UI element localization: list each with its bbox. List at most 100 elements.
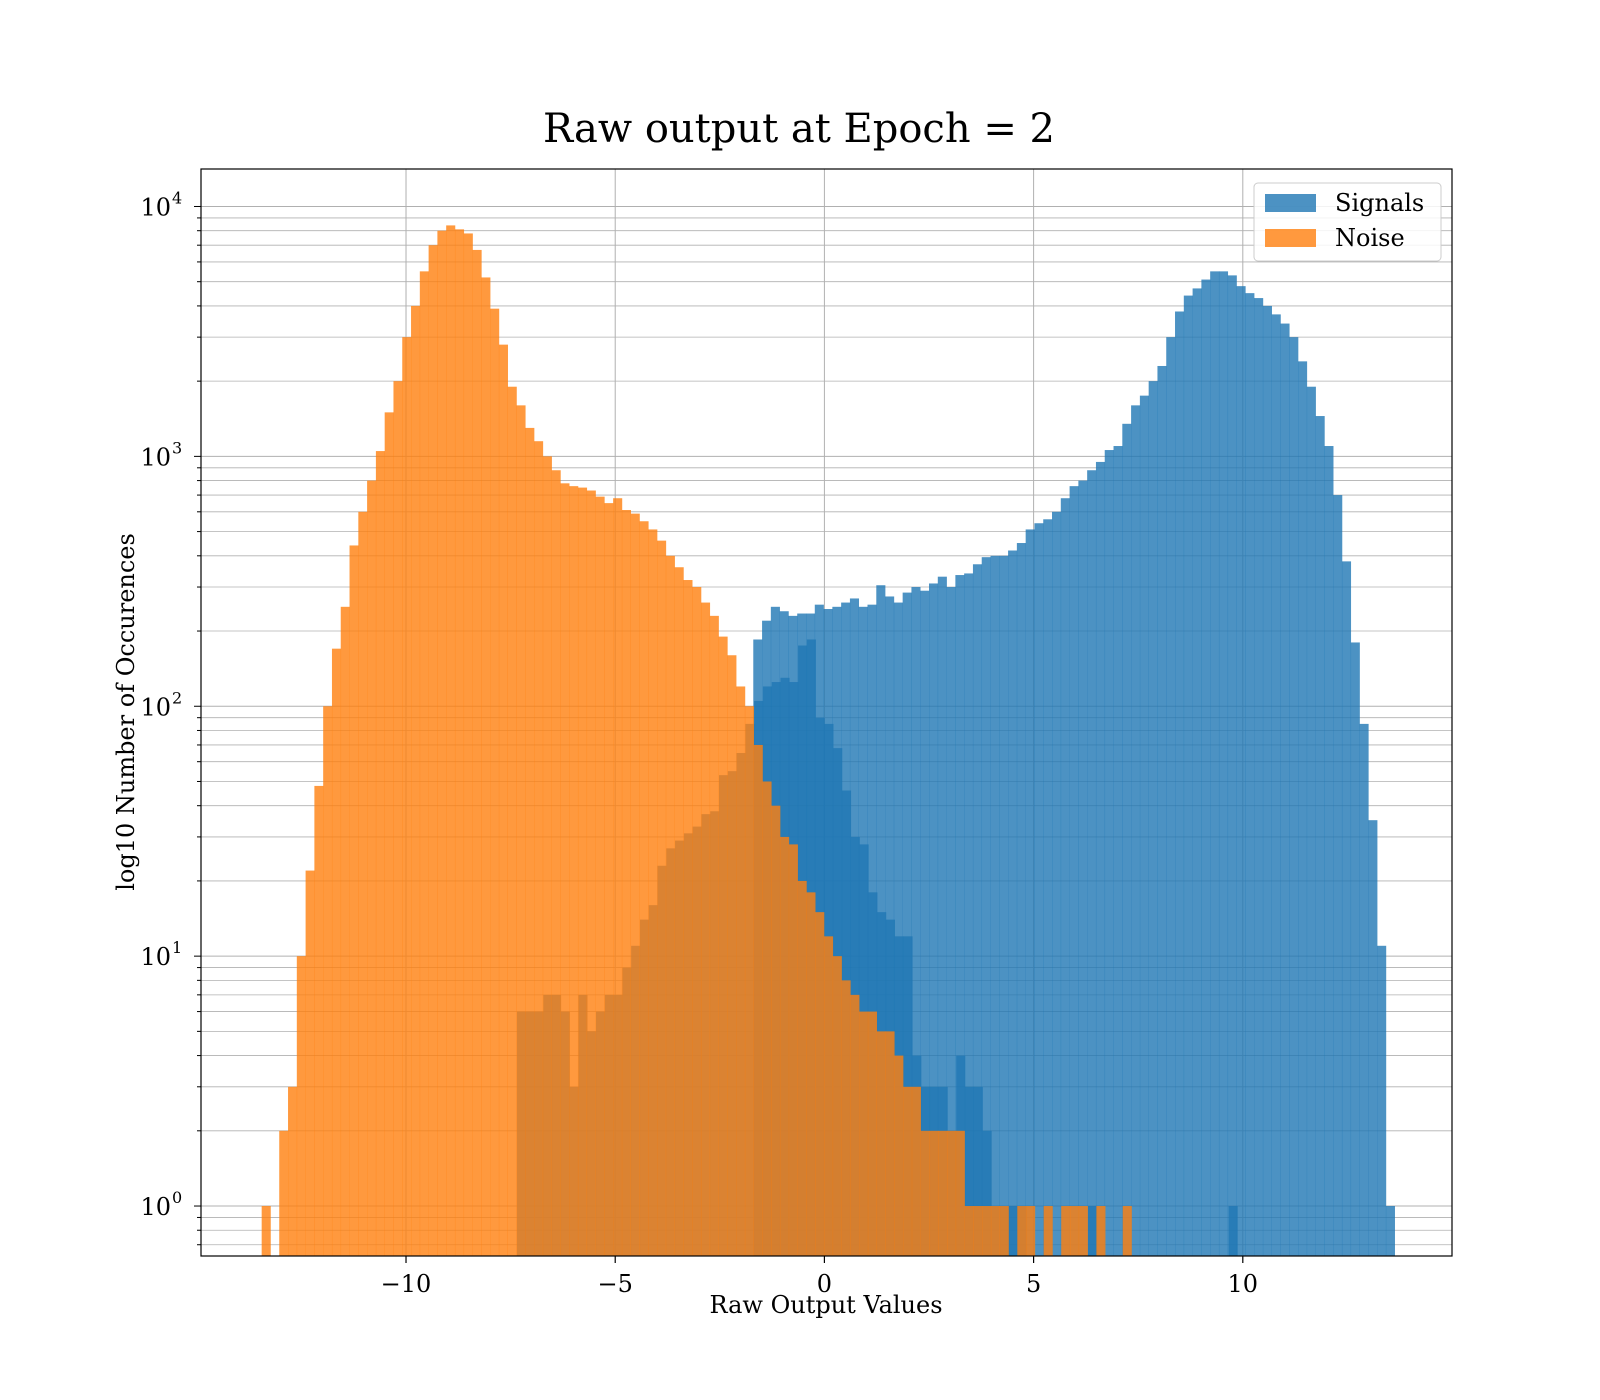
- noise-bar: [700, 602, 711, 1256]
- noise-bar: [525, 427, 535, 1256]
- signals-bar: [1095, 461, 1106, 1256]
- signals-bar: [1122, 423, 1132, 1256]
- noise-bar: [780, 836, 790, 1256]
- histogram-bars: [261, 225, 1395, 1257]
- y-tick-exponent: 3: [172, 438, 182, 457]
- y-axis-label: log10 Number of Occurences: [112, 533, 140, 891]
- noise-bar: [1061, 1206, 1071, 1256]
- signals-bar: [1043, 519, 1053, 1256]
- signals-bar: [1025, 529, 1035, 1256]
- noise-bar: [551, 470, 561, 1256]
- signals-bar: [964, 1086, 975, 1256]
- noise-bar: [384, 412, 394, 1256]
- noise-bar: [305, 870, 315, 1256]
- y-tick-exponent: 1: [172, 938, 182, 957]
- noise-bar: [955, 1130, 965, 1256]
- x-tick-label: 0: [817, 1270, 832, 1298]
- y-tick-exponent: 0: [172, 1188, 182, 1207]
- y-tick-exponent: 2: [172, 688, 182, 707]
- noise-bar: [507, 386, 517, 1257]
- legend: Signals Noise: [1253, 182, 1442, 262]
- signals-bar: [1034, 523, 1044, 1256]
- noise-bar: [1017, 1206, 1027, 1256]
- noise-bar: [657, 540, 667, 1256]
- signals-bar: [902, 592, 912, 1256]
- signals-bar: [1060, 498, 1070, 1257]
- signals-bar: [1166, 337, 1176, 1256]
- noise-bar: [314, 785, 324, 1256]
- signals-bar: [1377, 945, 1387, 1256]
- noise-bar: [806, 892, 816, 1256]
- x-tick-label: 5: [1026, 1270, 1041, 1298]
- noise-bar: [797, 880, 807, 1256]
- noise-bar: [709, 615, 719, 1256]
- signals-bar: [1218, 271, 1229, 1256]
- y-tick-label: 10: [140, 193, 171, 221]
- noise-bar: [964, 1206, 974, 1256]
- noise-bar: [586, 490, 596, 1256]
- noise-bar: [982, 1206, 992, 1256]
- noise-bar: [279, 1130, 289, 1256]
- noise-bar: [296, 956, 306, 1256]
- chart-title: Raw output at Epoch = 2: [543, 106, 1055, 152]
- y-tick-label: 10: [140, 693, 171, 721]
- signals-bar: [1069, 486, 1079, 1256]
- signals-bar: [1359, 723, 1369, 1256]
- noise-bar: [911, 1086, 921, 1256]
- noise-bar: [947, 1130, 957, 1256]
- noise-bar: [929, 1130, 939, 1256]
- noise-bar: [665, 555, 675, 1256]
- signals-bar: [1131, 405, 1141, 1256]
- noise-bar: [1070, 1206, 1080, 1256]
- noise-bar: [569, 486, 579, 1256]
- x-tick-label: −5: [598, 1270, 633, 1298]
- noise-bar: [762, 781, 772, 1256]
- noise-bar: [736, 686, 746, 1256]
- noise-bar: [481, 277, 491, 1256]
- noise-bar: [560, 483, 570, 1257]
- signals-bar: [1052, 511, 1062, 1256]
- noise-bar: [920, 1130, 930, 1256]
- noise-bar: [867, 1011, 878, 1256]
- legend-swatch-signals: [1265, 194, 1316, 212]
- noise-bar: [1096, 1206, 1106, 1256]
- x-tick-label: 10: [1228, 1270, 1259, 1298]
- noise-bar: [323, 706, 333, 1256]
- signals-bar: [981, 557, 991, 1256]
- noise-bar: [683, 580, 693, 1256]
- signals-bar: [1148, 381, 1158, 1256]
- signals-bar: [1139, 395, 1149, 1256]
- signals-bar: [1227, 275, 1237, 1256]
- noise-bar: [349, 545, 359, 1256]
- noise-bar: [639, 521, 649, 1256]
- noise-bar: [604, 503, 614, 1256]
- noise-bar: [1078, 1206, 1088, 1256]
- noise-bar: [692, 587, 702, 1256]
- noise-bar: [428, 245, 438, 1256]
- noise-bar: [261, 1206, 271, 1256]
- signals-bar: [1175, 311, 1185, 1256]
- signals-bar: [1087, 470, 1097, 1256]
- signals-bar: [911, 587, 921, 1256]
- signals-bar: [1254, 298, 1264, 1256]
- signals-bar: [1333, 495, 1343, 1257]
- signals-bar: [929, 583, 939, 1256]
- noise-bar: [850, 994, 860, 1256]
- signals-bar: [1016, 543, 1026, 1256]
- legend-label-noise: Noise: [1335, 224, 1405, 252]
- noise-bar: [841, 980, 851, 1256]
- y-tick-label: 10: [140, 943, 171, 971]
- noise-bar: [577, 487, 588, 1257]
- signals-bar: [1289, 337, 1299, 1256]
- noise-bar: [1026, 1206, 1036, 1256]
- noise-bar: [744, 706, 754, 1256]
- signals-bar: [1315, 416, 1325, 1256]
- signals-bar: [1192, 288, 1202, 1256]
- noise-bar: [859, 1011, 869, 1256]
- signals-bar: [955, 575, 965, 1256]
- signals-bar: [1201, 279, 1211, 1256]
- signals-bar: [1104, 450, 1114, 1256]
- signals-bar: [1210, 271, 1220, 1256]
- signals-bar: [1008, 1206, 1019, 1256]
